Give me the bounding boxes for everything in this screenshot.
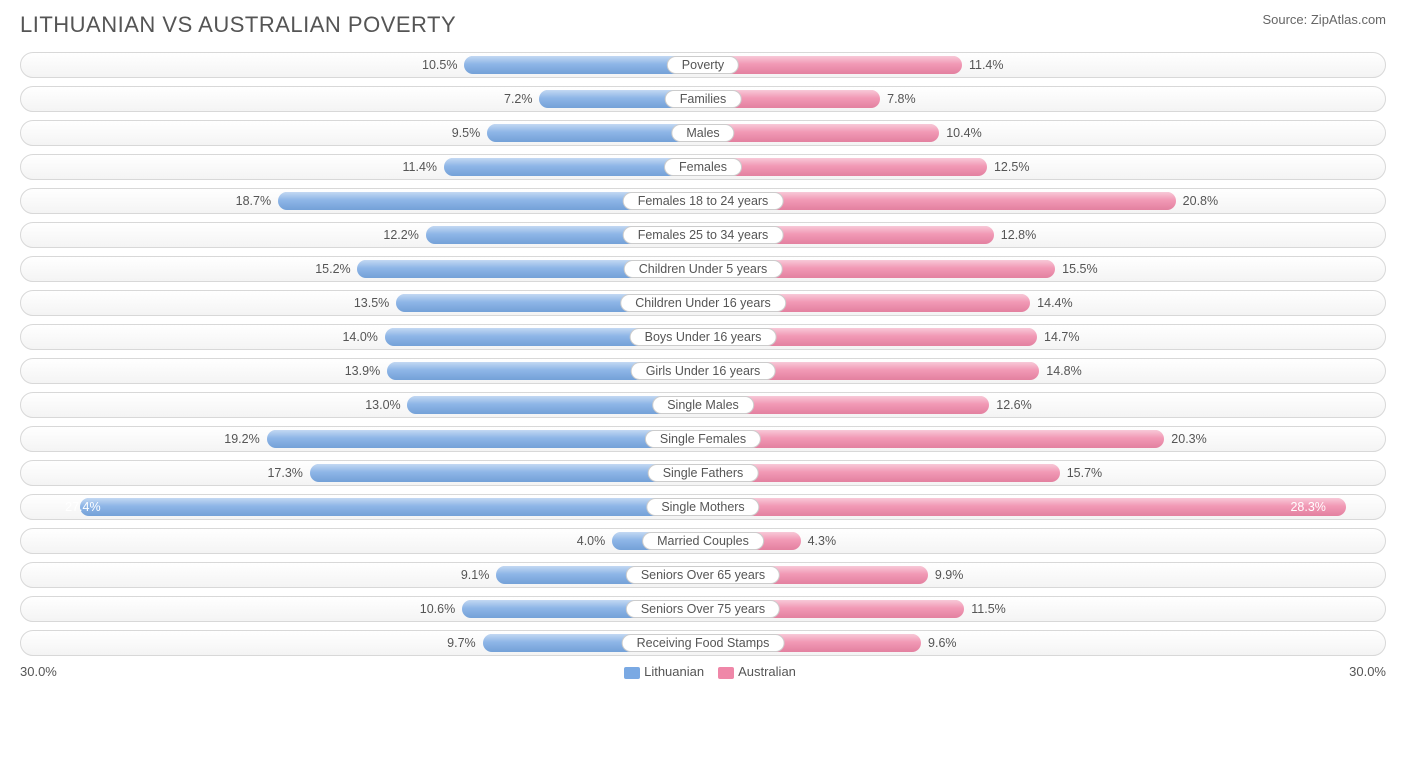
category-label: Children Under 5 years (624, 260, 783, 278)
legend-swatch (624, 667, 640, 679)
value-right: 12.6% (996, 398, 1031, 412)
value-right: 11.5% (971, 602, 1006, 616)
chart-row: 13.5% 14.4% Children Under 16 years (20, 290, 1386, 316)
value-right: 10.4% (946, 126, 981, 140)
value-left: 9.7% (447, 636, 476, 650)
legend-swatch (718, 667, 734, 679)
value-left: 7.2% (504, 92, 533, 106)
legend-label: Lithuanian (644, 664, 704, 679)
chart-row: 10.6% 11.5% Seniors Over 75 years (20, 596, 1386, 622)
value-right: 4.3% (808, 534, 837, 548)
chart-row: 17.3% 15.7% Single Fathers (20, 460, 1386, 486)
value-left: 18.7% (236, 194, 271, 208)
value-right: 14.4% (1037, 296, 1072, 310)
value-right: 15.5% (1062, 262, 1097, 276)
category-label: Single Females (645, 430, 761, 448)
chart-row: 13.9% 14.8% Girls Under 16 years (20, 358, 1386, 384)
value-left: 27.4% (65, 500, 100, 514)
chart-row: 12.2% 12.8% Females 25 to 34 years (20, 222, 1386, 248)
value-left: 13.5% (354, 296, 389, 310)
chart-row: 10.5% 11.4% Poverty (20, 52, 1386, 78)
value-right: 14.7% (1044, 330, 1079, 344)
category-label: Families (665, 90, 742, 108)
category-label: Females (664, 158, 742, 176)
value-right: 9.6% (928, 636, 957, 650)
bar-right (703, 158, 987, 176)
category-label: Receiving Food Stamps (622, 634, 785, 652)
category-label: Seniors Over 65 years (626, 566, 780, 584)
chart-source: Source: ZipAtlas.com (1262, 12, 1386, 27)
category-label: Single Males (652, 396, 754, 414)
legend-label: Australian (738, 664, 796, 679)
value-left: 10.6% (420, 602, 455, 616)
value-left: 13.0% (365, 398, 400, 412)
chart-row: 9.7% 9.6% Receiving Food Stamps (20, 630, 1386, 656)
value-left: 15.2% (315, 262, 350, 276)
value-left: 17.3% (267, 466, 302, 480)
bar-right (703, 498, 1346, 516)
axis-max-left: 30.0% (20, 664, 57, 679)
category-label: Seniors Over 75 years (626, 600, 780, 618)
category-label: Females 18 to 24 years (623, 192, 784, 210)
chart-header: LITHUANIAN VS AUSTRALIAN POVERTY Source:… (20, 12, 1386, 38)
category-label: Married Couples (642, 532, 764, 550)
chart-row: 7.2% 7.8% Families (20, 86, 1386, 112)
value-right: 7.8% (887, 92, 916, 106)
chart-row: 27.4% 28.3% Single Mothers (20, 494, 1386, 520)
chart-row: 15.2% 15.5% Children Under 5 years (20, 256, 1386, 282)
value-right: 12.8% (1001, 228, 1036, 242)
value-left: 12.2% (383, 228, 418, 242)
value-right: 28.3% (1290, 500, 1325, 514)
value-left: 13.9% (345, 364, 380, 378)
value-right: 14.8% (1046, 364, 1081, 378)
diverging-bar-chart: 10.5% 11.4% Poverty 7.2% 7.8% Families 9.5% 10.… (20, 52, 1386, 656)
value-left: 4.0% (577, 534, 606, 548)
value-right: 9.9% (935, 568, 964, 582)
chart-title: LITHUANIAN VS AUSTRALIAN POVERTY (20, 12, 456, 38)
value-right: 11.4% (969, 58, 1004, 72)
value-right: 15.7% (1067, 466, 1102, 480)
bar-right (703, 56, 962, 74)
value-right: 20.3% (1171, 432, 1206, 446)
chart-row: 9.5% 10.4% Males (20, 120, 1386, 146)
category-label: Single Fathers (648, 464, 759, 482)
value-left: 9.5% (452, 126, 481, 140)
axis-max-right: 30.0% (1349, 664, 1386, 679)
bar-left (310, 464, 703, 482)
value-left: 19.2% (224, 432, 259, 446)
bar-left (80, 498, 703, 516)
chart-row: 14.0% 14.7% Boys Under 16 years (20, 324, 1386, 350)
chart-row: 19.2% 20.3% Single Females (20, 426, 1386, 452)
value-left: 14.0% (342, 330, 377, 344)
category-label: Single Mothers (646, 498, 759, 516)
bar-right (703, 430, 1164, 448)
category-label: Children Under 16 years (620, 294, 786, 312)
category-label: Females 25 to 34 years (623, 226, 784, 244)
value-right: 12.5% (994, 160, 1029, 174)
bar-left (267, 430, 703, 448)
chart-row: 11.4% 12.5% Females (20, 154, 1386, 180)
chart-footer: 30.0% Lithuanian Australian 30.0% (20, 664, 1386, 679)
value-left: 10.5% (422, 58, 457, 72)
bar-right (703, 124, 939, 142)
value-right: 20.8% (1183, 194, 1218, 208)
value-left: 9.1% (461, 568, 490, 582)
chart-row: 13.0% 12.6% Single Males (20, 392, 1386, 418)
chart-row: 9.1% 9.9% Seniors Over 65 years (20, 562, 1386, 588)
category-label: Poverty (667, 56, 739, 74)
chart-row: 4.0% 4.3% Married Couples (20, 528, 1386, 554)
chart-row: 18.7% 20.8% Females 18 to 24 years (20, 188, 1386, 214)
category-label: Boys Under 16 years (630, 328, 777, 346)
value-left: 11.4% (403, 160, 438, 174)
category-label: Girls Under 16 years (631, 362, 776, 380)
category-label: Males (671, 124, 734, 142)
legend: Lithuanian Australian (57, 664, 1349, 679)
